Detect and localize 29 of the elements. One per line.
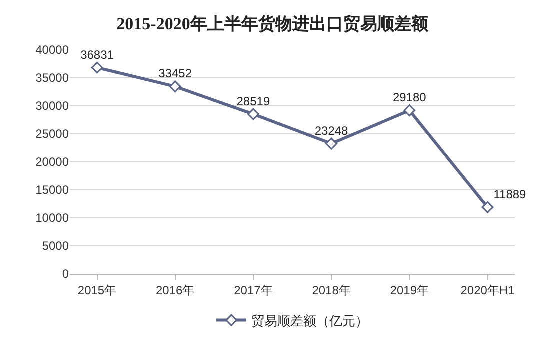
point <box>404 104 416 117</box>
point <box>91 62 104 74</box>
data-label: 33452 <box>158 66 192 81</box>
point <box>248 108 260 120</box>
y-tick-label: 35000 <box>36 71 70 86</box>
data-label: 28519 <box>236 94 270 108</box>
x-tick-label: 2015年 <box>78 283 117 298</box>
chart-title: 2015-2020年上半年货物进出口贸易顺差额 <box>116 14 430 34</box>
x-tick-label: 2017年 <box>234 283 273 298</box>
legend-label: 贸易顺差额（亿元） <box>252 313 368 328</box>
point <box>326 138 338 150</box>
x-tick-label: 2016年 <box>156 283 195 298</box>
y-tick-label: 20000 <box>36 155 70 170</box>
y-tick-label: 25000 <box>36 127 70 142</box>
y-tick-label: 40000 <box>36 43 70 58</box>
y-tick-label: 0 <box>62 267 70 282</box>
y-tick-label: 5000 <box>42 239 70 254</box>
data-label: 29180 <box>392 90 427 105</box>
x-tick-label: 2018年 <box>312 283 351 298</box>
data-label: 36831 <box>80 48 114 62</box>
y-tick-label: 10000 <box>36 211 70 226</box>
y-tick-label: 30000 <box>36 99 70 114</box>
point <box>482 201 494 214</box>
y-tick-label: 15000 <box>36 183 70 198</box>
data-label: 23248 <box>314 124 349 138</box>
point <box>169 80 182 93</box>
data-label: 11889 <box>494 187 527 202</box>
x-tick-label: 2020年H1 <box>460 283 516 298</box>
x-tick-label: 2019年 <box>390 283 429 298</box>
